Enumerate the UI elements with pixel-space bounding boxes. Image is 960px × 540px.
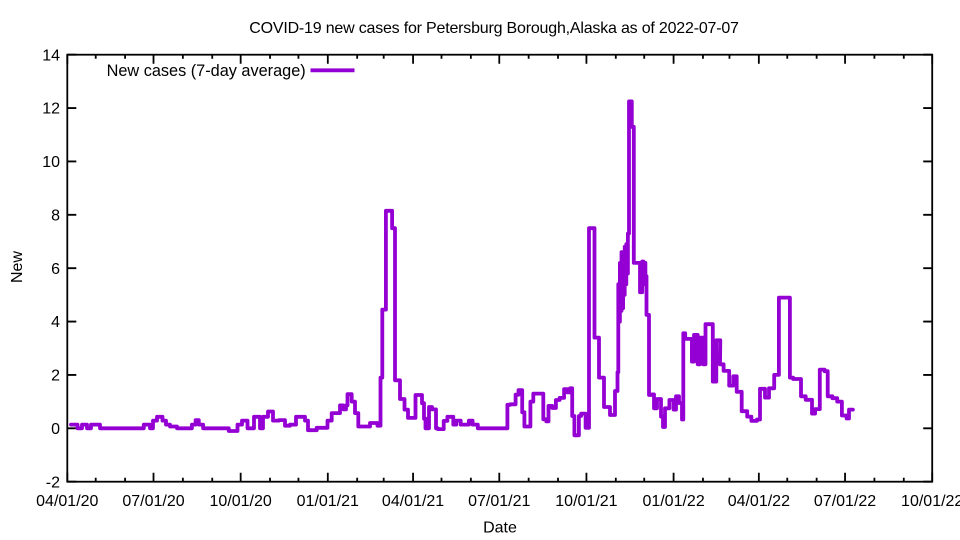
svg-text:04/01/22: 04/01/22 xyxy=(728,493,790,510)
svg-text:01/01/21: 01/01/21 xyxy=(297,493,359,510)
svg-text:10/01/21: 10/01/21 xyxy=(555,493,617,510)
svg-text:COVID-19 new cases for Petersb: COVID-19 new cases for Petersburg Boroug… xyxy=(249,20,739,37)
svg-text:04/01/21: 04/01/21 xyxy=(382,493,444,510)
svg-text:-2: -2 xyxy=(46,474,60,491)
svg-text:10/01/20: 10/01/20 xyxy=(210,493,272,510)
svg-text:07/01/21: 07/01/21 xyxy=(468,493,530,510)
svg-text:14: 14 xyxy=(42,47,60,64)
svg-text:2: 2 xyxy=(51,368,60,385)
svg-text:8: 8 xyxy=(51,207,60,224)
svg-text:01/01/22: 01/01/22 xyxy=(642,493,704,510)
svg-text:New: New xyxy=(9,251,26,283)
svg-text:07/01/20: 07/01/20 xyxy=(122,493,184,510)
svg-text:04/01/20: 04/01/20 xyxy=(36,493,98,510)
svg-text:10/01/22: 10/01/22 xyxy=(901,493,960,510)
svg-text:4: 4 xyxy=(51,314,60,331)
svg-text:12: 12 xyxy=(42,101,60,118)
svg-text:6: 6 xyxy=(51,261,60,278)
svg-text:0: 0 xyxy=(51,421,60,438)
svg-text:07/01/22: 07/01/22 xyxy=(814,493,876,510)
svg-text:New cases (7-day average): New cases (7-day average) xyxy=(107,62,306,80)
svg-text:10: 10 xyxy=(42,154,60,171)
svg-text:Date: Date xyxy=(483,520,517,537)
